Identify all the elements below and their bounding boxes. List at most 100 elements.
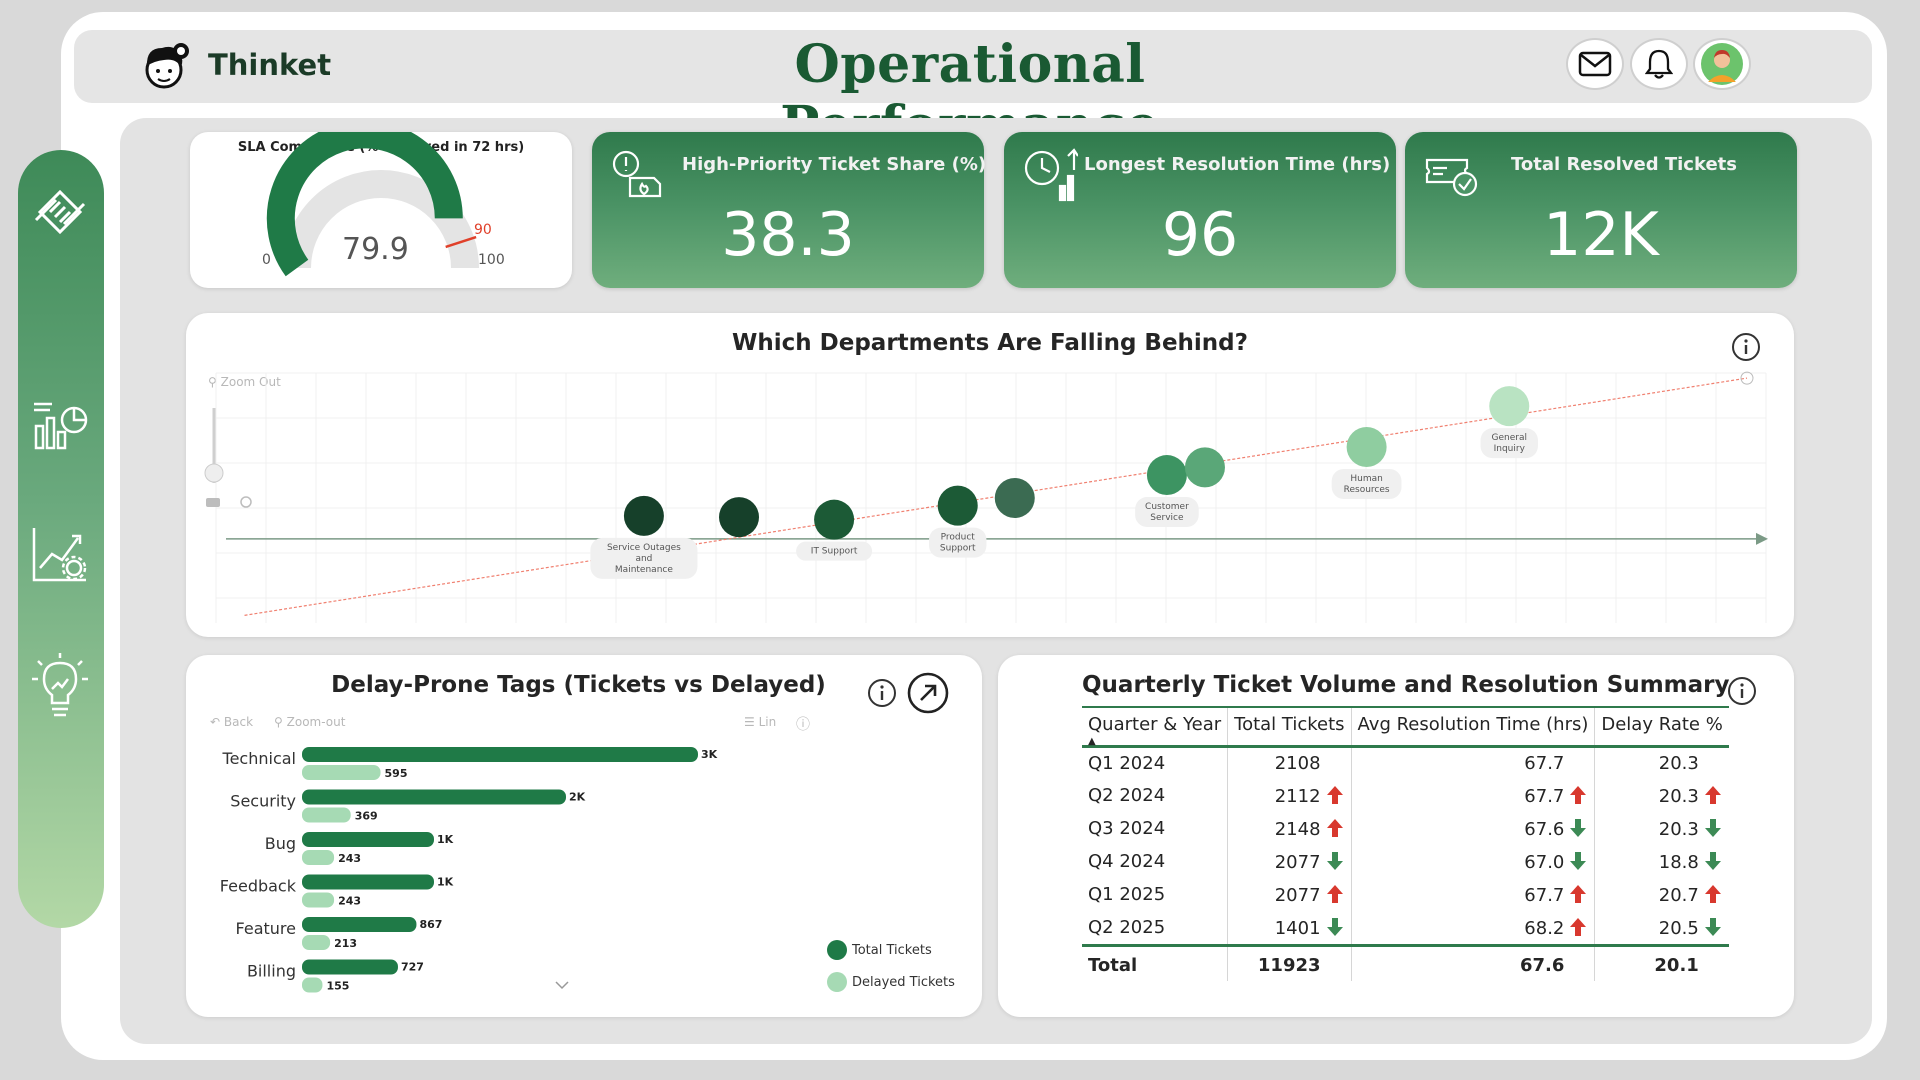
point-label: Resources — [1344, 485, 1390, 495]
table-row[interactable]: Q1 2025 2077 67.7 20.7 — [1082, 878, 1729, 911]
avg-resolution-cell: 68.2 — [1350, 911, 1595, 946]
nav-analytics[interactable] — [26, 520, 94, 588]
total-tickets-cell: 11923 — [1227, 944, 1352, 981]
department-point — [994, 478, 1035, 518]
brand-name: Thinket — [208, 48, 332, 82]
point-label: Maintenance — [615, 565, 673, 575]
magnifier-icon: ⚲ — [208, 375, 217, 389]
delay-rate-cell: 20.3 — [1594, 746, 1729, 779]
avatar-button[interactable] — [1693, 38, 1751, 90]
quarter-cell: Q1 2024 — [1082, 747, 1228, 780]
cell-value: 67.7 — [1524, 885, 1565, 906]
cell-value: 18.8 — [1658, 852, 1699, 873]
bar-category-label: Feature — [236, 919, 296, 938]
point-label: Service — [1150, 513, 1184, 523]
total-tickets-label: 867 — [419, 918, 442, 931]
cell-value: Q4 2024 — [1088, 851, 1166, 872]
priority-alert-icon — [612, 150, 662, 198]
delay-rate-cell: 18.8 — [1594, 845, 1729, 878]
cell-value: Q2 2024 — [1088, 785, 1166, 806]
up-arrow-icon — [1564, 784, 1588, 807]
cell-value: Q1 2025 — [1088, 884, 1166, 905]
total-tickets-label: 727 — [401, 961, 424, 974]
down-arrow-icon — [1699, 850, 1723, 873]
point-label: IT Support — [811, 547, 858, 557]
cell-value: 67.7 — [1524, 753, 1565, 774]
column-header-quarter[interactable]: Quarter & Year ▲ — [1082, 706, 1228, 748]
delay-tags-bar-chart[interactable]: Technical 3K 595 Security 2K 369 Bug 1K 243 Feedb… — [186, 655, 982, 1017]
bar-zoom-out[interactable]: ⚲ Zoom-out — [274, 715, 345, 729]
down-arrow-icon — [1564, 850, 1588, 873]
up-arrow-icon — [1321, 784, 1345, 807]
total-row: Total 11923 67.6 20.1 — [1082, 944, 1729, 981]
quarter-cell: Q4 2024 — [1082, 845, 1228, 878]
delayed-tickets-bar — [302, 850, 335, 865]
column-header-delay-rate[interactable]: Delay Rate % — [1594, 706, 1729, 748]
help-icon[interactable]: ⓘ — [796, 717, 810, 733]
quarterly-summary-table: Quarter & Year ▲ Total Tickets Avg Resolu… — [1082, 706, 1729, 981]
department-point — [1489, 386, 1530, 427]
delay-rate-cell: 20.7 — [1594, 878, 1729, 911]
point-label: Inquiry — [1494, 444, 1526, 454]
legend-swatch-total — [827, 940, 847, 960]
back-button[interactable]: ↶ Back — [210, 715, 253, 729]
linear-scale-toggle[interactable]: ☰ Lin — [744, 715, 776, 729]
up-arrow-icon — [1564, 883, 1588, 906]
cell-value: 11923 — [1257, 955, 1321, 976]
sidebar — [18, 150, 104, 928]
table-row[interactable]: Q2 2025 1401 68.2 20.5 — [1082, 911, 1729, 946]
kpi-value: 96 — [1161, 200, 1239, 270]
cell-value: 20.3 — [1658, 819, 1699, 840]
chevron-down-icon — [555, 981, 569, 990]
point-label: Customer — [1145, 502, 1189, 512]
departments-scatter-card — [186, 313, 1794, 637]
up-arrow-icon — [1699, 784, 1723, 807]
notifications-button[interactable] — [1630, 38, 1688, 90]
column-header-total-tickets[interactable]: Total Tickets — [1227, 706, 1352, 748]
mail-button[interactable] — [1566, 38, 1624, 90]
total-tickets-cell: 1401 — [1227, 911, 1352, 946]
avg-resolution-cell: 67.7 — [1350, 779, 1595, 812]
info-icon[interactable] — [867, 678, 897, 708]
total-tickets-cell: 2077 — [1227, 878, 1352, 911]
avg-resolution-cell: 67.7 — [1350, 746, 1595, 779]
cell-value: 68.2 — [1524, 918, 1565, 939]
nav-charts[interactable] — [26, 392, 94, 460]
point-label: and — [635, 554, 652, 564]
table-row[interactable]: Q2 2024 2112 67.7 20.3 — [1082, 779, 1729, 812]
info-icon[interactable] — [1727, 676, 1757, 706]
delayed-tickets-label: 213 — [334, 937, 357, 950]
column-header-avg-resolution[interactable]: Avg Resolution Time (hrs) — [1350, 706, 1595, 748]
table-row[interactable]: Q1 2024 2108 67.7 20.3 — [1082, 746, 1729, 780]
nav-tickets[interactable] — [26, 178, 94, 246]
delayed-tickets-label: 369 — [355, 810, 378, 823]
table-row[interactable]: Q4 2024 2077 67.0 18.8 — [1082, 845, 1729, 878]
table-row[interactable]: Q3 2024 2148 67.6 20.3 — [1082, 812, 1729, 845]
info-icon[interactable] — [1731, 332, 1761, 362]
clock-chart-icon — [1024, 148, 1078, 202]
point-label-bg — [796, 541, 873, 561]
resolved-ticket-icon — [1425, 158, 1478, 197]
back-label: Back — [223, 715, 254, 729]
department-point — [814, 499, 855, 540]
cell-value: Total — [1088, 955, 1138, 976]
delayed-tickets-bar — [302, 935, 331, 950]
expand-arrow-icon[interactable] — [907, 672, 949, 714]
x-axis-arrow — [1756, 532, 1768, 545]
charts-icon — [34, 402, 88, 450]
cell-value: 67.7 — [1524, 786, 1565, 807]
down-arrow-icon — [1699, 916, 1723, 939]
kpi-label: Longest Resolution Time (hrs) — [1084, 154, 1391, 175]
quarter-cell: Q2 2024 — [1082, 779, 1228, 812]
department-point — [1184, 447, 1225, 488]
total-tickets-cell: 2077 — [1227, 845, 1352, 878]
department-point — [719, 497, 760, 538]
avg-resolution-cell: 67.0 — [1350, 845, 1595, 878]
nav-insights[interactable] — [26, 653, 94, 722]
kpi-value: 38.3 — [721, 200, 855, 270]
bar-category-label: Security — [230, 792, 296, 811]
cell-value: 2077 — [1274, 852, 1321, 873]
kpi-label: Total Resolved Tickets — [1511, 154, 1737, 175]
department-point — [623, 495, 664, 536]
